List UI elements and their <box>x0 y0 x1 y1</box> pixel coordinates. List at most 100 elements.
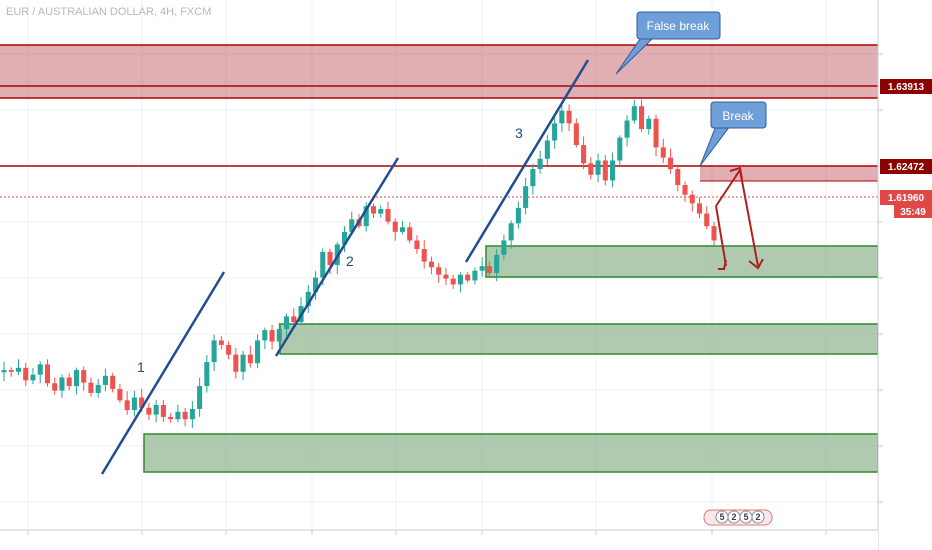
candle-body[interactable] <box>131 397 137 411</box>
candle-body[interactable] <box>88 382 94 393</box>
candle-body[interactable] <box>204 362 210 387</box>
candle-body[interactable] <box>689 194 695 204</box>
candle-body[interactable] <box>610 160 616 181</box>
resistance-zone-lower[interactable] <box>700 166 878 181</box>
support-zone-middle[interactable] <box>279 323 879 355</box>
candle-body[interactable] <box>646 118 652 130</box>
candle-body[interactable] <box>704 213 710 227</box>
candle-body[interactable] <box>523 186 529 208</box>
candle-body[interactable] <box>392 221 398 232</box>
candle-body[interactable] <box>284 316 290 329</box>
candle-body[interactable] <box>59 377 65 391</box>
candle-body[interactable] <box>175 411 181 420</box>
candle-body[interactable] <box>617 137 623 161</box>
candle-body[interactable] <box>117 388 123 401</box>
candle-body[interactable] <box>544 140 550 159</box>
candle-body[interactable] <box>595 160 601 175</box>
candle-body[interactable] <box>95 384 101 393</box>
price-axis[interactable]: 1.63913 1.62472 1.61960 35:49 <box>877 0 932 550</box>
candle-body[interactable] <box>399 227 406 232</box>
arrow-down-left[interactable] <box>715 205 727 267</box>
candle-body[interactable] <box>559 110 565 124</box>
candle-body[interactable] <box>552 123 558 141</box>
candle-body[interactable] <box>537 158 543 170</box>
resistance-zone-upper[interactable] <box>0 45 878 98</box>
candle-body[interactable] <box>602 160 608 181</box>
candle-body[interactable] <box>515 207 521 224</box>
candle-body[interactable] <box>407 227 413 241</box>
candle-body[interactable] <box>189 408 195 420</box>
candle-body[interactable] <box>182 411 188 420</box>
support-zone-upper[interactable] <box>485 245 879 278</box>
candle-body[interactable] <box>160 404 166 417</box>
support-zone-lower[interactable] <box>143 433 879 473</box>
candle-body[interactable] <box>312 277 319 292</box>
callout-break[interactable]: Break <box>699 101 767 167</box>
candle-body[interactable] <box>23 367 29 381</box>
candle-body[interactable] <box>8 370 14 372</box>
candle-body[interactable] <box>341 231 348 245</box>
time-axis[interactable] <box>0 529 878 550</box>
event-badge-4[interactable] <box>751 510 765 524</box>
candle-body[interactable] <box>124 400 130 411</box>
candle-body[interactable] <box>211 340 217 363</box>
candle-body[interactable] <box>37 364 43 375</box>
candle-body[interactable] <box>291 316 297 323</box>
candle-body[interactable] <box>320 251 326 278</box>
candle-body[interactable] <box>370 206 377 214</box>
candle-body[interactable] <box>269 330 275 342</box>
callout-false-break[interactable]: False break <box>615 11 721 75</box>
trendline-3[interactable] <box>464 59 590 263</box>
candle-body[interactable] <box>233 354 239 372</box>
candle-body[interactable] <box>465 274 471 281</box>
candle-body[interactable] <box>255 340 261 364</box>
candle-body[interactable] <box>667 157 674 170</box>
trendline-1[interactable] <box>100 271 226 475</box>
candle-body[interactable] <box>501 240 507 255</box>
candle-body[interactable] <box>494 254 500 273</box>
candle-body[interactable] <box>711 226 717 241</box>
candle-body[interactable] <box>486 266 492 273</box>
candle-body[interactable] <box>153 404 159 415</box>
candle-body[interactable] <box>457 274 463 285</box>
candle-body[interactable] <box>1 370 7 373</box>
candle-body[interactable] <box>653 118 659 148</box>
candle-body[interactable] <box>52 383 58 391</box>
candle-body[interactable] <box>682 185 688 195</box>
candle-body[interactable] <box>66 377 72 387</box>
candle-body[interactable] <box>102 375 108 385</box>
candle-body[interactable] <box>327 251 333 265</box>
candle-body[interactable] <box>479 266 485 271</box>
candle-body[interactable] <box>508 223 514 241</box>
event-badges[interactable]: 5 2 5 2 <box>703 509 773 526</box>
candle-body[interactable] <box>696 203 703 214</box>
candle-body[interactable] <box>349 219 355 232</box>
candle-body[interactable] <box>262 330 268 341</box>
candle-body[interactable] <box>305 291 311 307</box>
candle-body[interactable] <box>218 340 224 345</box>
candle-body[interactable] <box>197 386 203 409</box>
candle-body[interactable] <box>139 397 145 408</box>
candle-body[interactable] <box>660 147 666 158</box>
candle-body[interactable] <box>240 354 246 372</box>
candle-body[interactable] <box>624 120 630 138</box>
candle-body[interactable] <box>414 240 420 250</box>
candle-body[interactable] <box>276 328 282 342</box>
candle-body[interactable] <box>639 106 645 130</box>
candle-body[interactable] <box>81 370 87 383</box>
candle-body[interactable] <box>450 278 456 285</box>
candle-body[interactable] <box>146 407 152 415</box>
candle-body[interactable] <box>110 375 116 389</box>
trendline-2[interactable] <box>274 157 400 357</box>
candle-body[interactable] <box>588 163 594 175</box>
candle-body[interactable] <box>566 110 572 124</box>
candle-body[interactable] <box>378 209 384 214</box>
candle-body[interactable] <box>631 106 637 121</box>
candle-body[interactable] <box>385 209 391 222</box>
candle-body[interactable] <box>30 374 36 381</box>
candle-body[interactable] <box>15 367 22 372</box>
candle-body[interactable] <box>581 145 587 164</box>
candle-body[interactable] <box>472 270 478 281</box>
candle-body[interactable] <box>421 249 427 262</box>
